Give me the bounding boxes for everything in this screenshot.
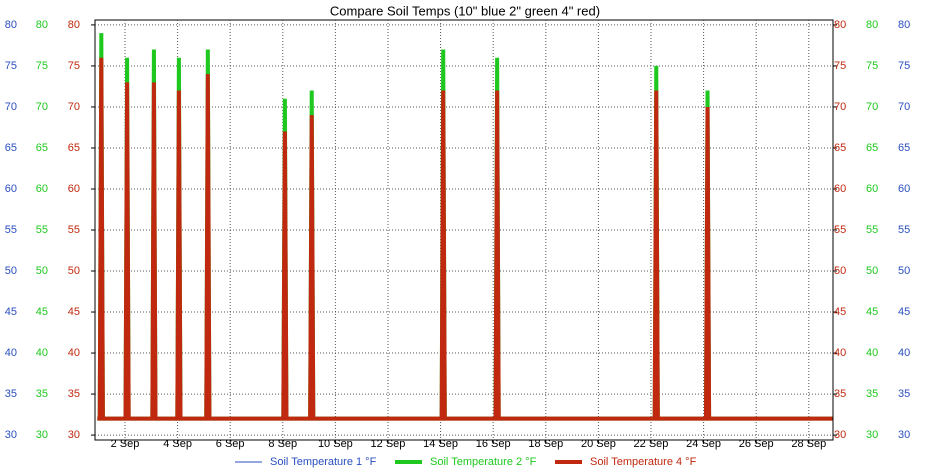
y-tick-label: 35 <box>898 388 910 400</box>
x-tick-label: 10 Sep <box>318 438 353 450</box>
y-tick-label: 80 <box>834 19 846 31</box>
y-tick-label: 80 <box>5 19 17 31</box>
y-tick-label: 40 <box>898 347 910 359</box>
y-tick-label: 30 <box>866 429 878 441</box>
x-tick-label: 20 Sep <box>581 438 616 450</box>
y-tick-label: 30 <box>834 429 846 441</box>
y-tick-label: 60 <box>36 183 48 195</box>
legend-label: Soil Temperature 4 °F <box>590 456 697 468</box>
y-tick-label: 75 <box>866 60 878 72</box>
x-tick-label: 12 Sep <box>371 438 406 450</box>
y-tick-label: 35 <box>5 388 17 400</box>
y-tick-label: 40 <box>834 347 846 359</box>
y-tick-label: 30 <box>5 429 17 441</box>
y-tick-label: 60 <box>866 183 878 195</box>
y-tick-label: 80 <box>898 19 910 31</box>
y-tick-label: 50 <box>866 265 878 277</box>
y-tick-label: 70 <box>866 101 878 113</box>
y-tick-label: 60 <box>68 183 80 195</box>
series-line <box>97 57 833 421</box>
y-tick-label: 65 <box>5 142 17 154</box>
legend-label: Soil Temperature 2 °F <box>430 456 537 468</box>
y-tick-label: 40 <box>866 347 878 359</box>
x-tick-label: 2 Sep <box>111 438 140 450</box>
y-tick-label: 50 <box>36 265 48 277</box>
y-tick-label: 40 <box>5 347 17 359</box>
y-tick-label: 75 <box>5 60 17 72</box>
y-tick-label: 70 <box>68 101 80 113</box>
legend-label: Soil Temperature 1 °F <box>270 456 377 468</box>
y-tick-label: 75 <box>898 60 910 72</box>
y-tick-label: 70 <box>36 101 48 113</box>
x-tick-label: 26 Sep <box>739 438 774 450</box>
y-tick-label: 45 <box>834 306 846 318</box>
y-tick-label: 55 <box>834 224 846 236</box>
y-tick-label: 80 <box>36 19 48 31</box>
y-tick-label: 55 <box>866 224 878 236</box>
x-tick-label: 6 Sep <box>216 438 245 450</box>
y-tick-label: 80 <box>866 19 878 31</box>
y-tick-label: 45 <box>68 306 80 318</box>
x-tick-label: 22 Sep <box>634 438 669 450</box>
y-tick-label: 30 <box>36 429 48 441</box>
x-tick-label: 24 Sep <box>686 438 721 450</box>
x-tick-label: 4 Sep <box>163 438 192 450</box>
y-tick-label: 70 <box>834 101 846 113</box>
y-tick-label: 75 <box>68 60 80 72</box>
y-tick-label: 45 <box>866 306 878 318</box>
y-tick-label: 35 <box>866 388 878 400</box>
y-tick-label: 35 <box>834 388 846 400</box>
y-tick-label: 55 <box>898 224 910 236</box>
y-tick-label: 65 <box>36 142 48 154</box>
x-tick-label: 8 Sep <box>268 438 297 450</box>
y-tick-label: 55 <box>68 224 80 236</box>
x-tick-label: 16 Sep <box>476 438 511 450</box>
y-tick-label: 60 <box>898 183 910 195</box>
y-tick-label: 65 <box>68 142 80 154</box>
y-tick-label: 60 <box>5 183 17 195</box>
y-tick-label: 35 <box>36 388 48 400</box>
y-tick-label: 45 <box>898 306 910 318</box>
y-tick-label: 35 <box>68 388 80 400</box>
x-tick-label: 14 Sep <box>423 438 458 450</box>
y-tick-label: 55 <box>36 224 48 236</box>
y-tick-label: 50 <box>834 265 846 277</box>
y-tick-label: 30 <box>898 429 910 441</box>
y-tick-label: 75 <box>834 60 846 72</box>
y-tick-label: 55 <box>5 224 17 236</box>
y-tick-label: 50 <box>5 265 17 277</box>
x-tick-label: 28 Sep <box>791 438 826 450</box>
y-tick-label: 45 <box>5 306 17 318</box>
y-tick-label: 45 <box>36 306 48 318</box>
y-tick-label: 80 <box>68 19 80 31</box>
chart-title: Compare Soil Temps (10" blue 2" green 4"… <box>330 3 600 18</box>
y-tick-label: 65 <box>898 142 910 154</box>
y-tick-label: 70 <box>898 101 910 113</box>
y-tick-label: 50 <box>898 265 910 277</box>
y-tick-label: 40 <box>68 347 80 359</box>
y-tick-label: 50 <box>68 265 80 277</box>
y-tick-label: 75 <box>36 60 48 72</box>
y-tick-label: 30 <box>68 429 80 441</box>
y-tick-label: 40 <box>36 347 48 359</box>
y-tick-label: 65 <box>834 142 846 154</box>
y-tick-label: 65 <box>866 142 878 154</box>
x-tick-label: 18 Sep <box>528 438 563 450</box>
y-tick-label: 70 <box>5 101 17 113</box>
y-tick-label: 60 <box>834 183 846 195</box>
